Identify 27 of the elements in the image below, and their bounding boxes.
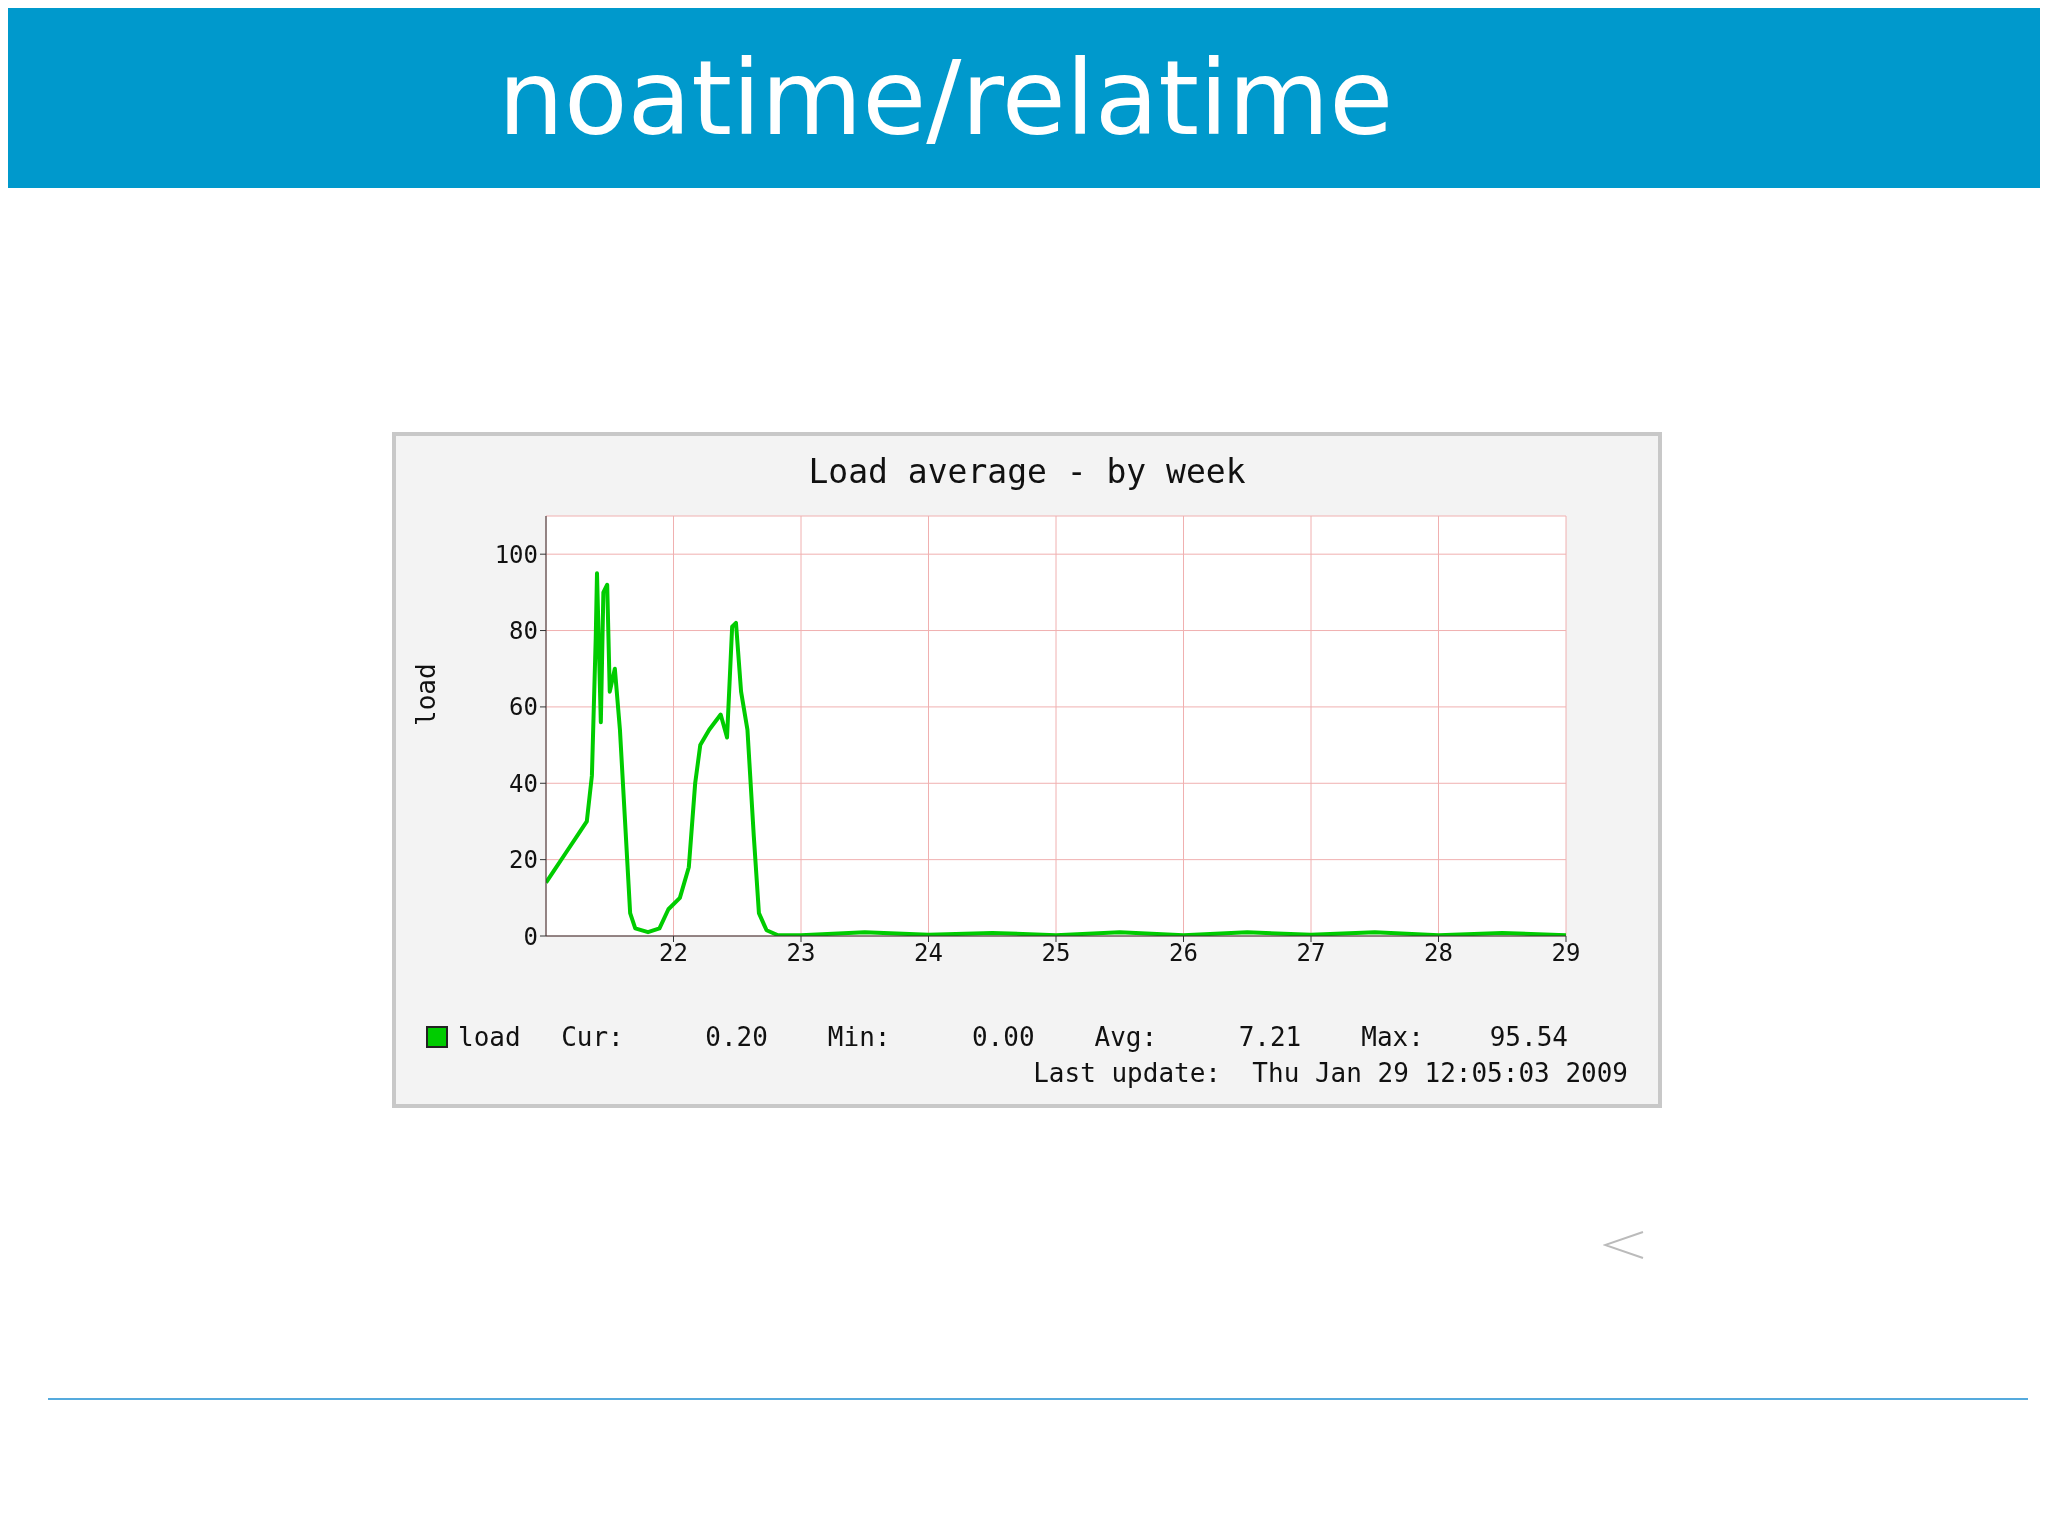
x-tick-label: 24 <box>914 939 943 968</box>
text: 0.20 <box>704 1022 768 1052</box>
text: Last update: Thu Jan 29 12:05:03 2009 <box>1033 1058 1628 1088</box>
text: Max: <box>1361 1022 1425 1052</box>
x-tick-label: 27 <box>1296 939 1326 968</box>
x-tick-label: 22 <box>659 939 688 968</box>
x-tick-label: 29 <box>1551 939 1581 968</box>
text: 0.00 <box>970 1022 1035 1052</box>
y-tick-label: 100 <box>494 540 538 569</box>
chart-subtitle: Load average - by week <box>807 452 1247 491</box>
text: 95.54 <box>1488 1022 1568 1052</box>
x-tick-label: 25 <box>1041 939 1071 968</box>
x-tick-label: 26 <box>1169 939 1198 968</box>
chart-title: noatime/relatime <box>8 8 2040 188</box>
y-tick-label: 40 <box>509 769 538 798</box>
y-tick-label: 80 <box>509 617 538 646</box>
x-tick-label: 28 <box>1424 939 1453 968</box>
text: Min: <box>827 1022 892 1052</box>
text: 7.21 <box>1237 1022 1302 1052</box>
y-tick-label: 60 <box>509 693 538 722</box>
text: Avg: <box>1094 1022 1159 1052</box>
y-axis-title: load <box>411 663 442 726</box>
text: Cur: <box>561 1022 625 1052</box>
y-tick-label: 20 <box>509 846 538 875</box>
legend-label: load <box>458 1022 521 1052</box>
x-tick-label: 23 <box>786 939 816 968</box>
y-tick-label: 0 <box>523 922 538 951</box>
